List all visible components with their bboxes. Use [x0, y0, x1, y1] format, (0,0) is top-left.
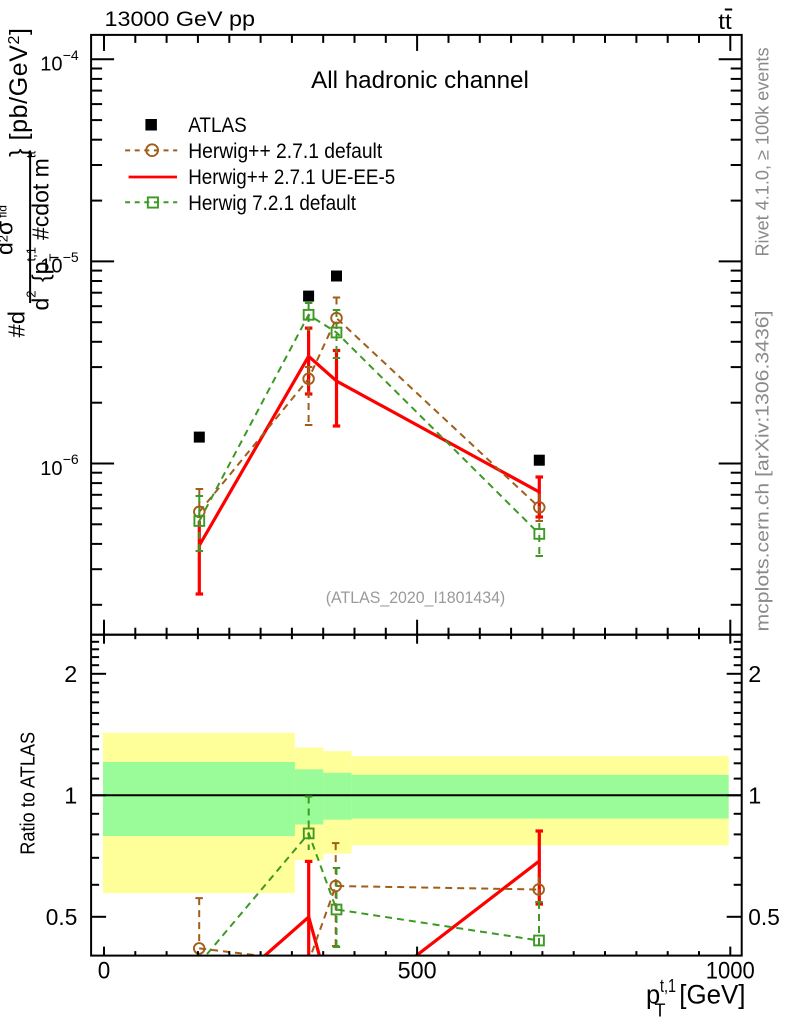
svg-text:1: 1: [748, 783, 761, 809]
svg-text:All hadronic channel: All hadronic channel: [311, 67, 529, 94]
svg-text:−4: −4: [63, 47, 79, 63]
svg-text:Herwig++ 2.7.1 UE-EE-5: Herwig++ 2.7.1 UE-EE-5: [188, 166, 395, 189]
svg-text:500: 500: [398, 958, 437, 985]
svg-text:2: 2: [64, 661, 77, 687]
svg-text:(ATLAS_2020_I1801434): (ATLAS_2020_I1801434): [326, 588, 506, 607]
svg-text:Ratio to ATLAS: Ratio to ATLAS: [18, 732, 40, 855]
svg-text:10: 10: [40, 54, 62, 76]
svg-text:Herwig++ 2.7.1 default: Herwig++ 2.7.1 default: [188, 140, 382, 163]
svg-text:−6: −6: [63, 451, 79, 467]
svg-text:ATLAS: ATLAS: [188, 114, 247, 137]
svg-text:10: 10: [40, 256, 62, 278]
svg-text:T: T: [655, 1001, 666, 1021]
svg-text:10: 10: [40, 458, 62, 480]
svg-text:[GeV]: [GeV]: [679, 980, 745, 1010]
svg-text:−5: −5: [63, 249, 79, 265]
svg-text:Rivet 4.1.0, ≥ 100k events: Rivet 4.1.0, ≥ 100k events: [753, 48, 773, 257]
svg-text:p: p: [646, 980, 660, 1010]
svg-text:tt: tt: [718, 9, 731, 34]
svg-text:} [pb/GeV2]: } [pb/GeV2]: [5, 27, 33, 156]
svg-text:0.5: 0.5: [748, 904, 780, 930]
svg-text:13000 GeV pp: 13000 GeV pp: [105, 8, 256, 31]
svg-text:mcplots.cern.ch [arXiv:1306.34: mcplots.cern.ch [arXiv:1306.3436]: [753, 311, 773, 632]
svg-text:1000: 1000: [706, 958, 755, 985]
svg-text:0: 0: [98, 958, 111, 985]
svg-text:#cdot mtt: #cdot mtt: [24, 151, 54, 240]
svg-text:2: 2: [748, 661, 761, 687]
svg-text:t,1: t,1: [660, 976, 676, 996]
svg-text:0.5: 0.5: [46, 904, 78, 930]
svg-text:1: 1: [64, 783, 77, 809]
svg-text:#d: #d: [4, 311, 30, 338]
svg-text:Herwig 7.2.1 default: Herwig 7.2.1 default: [188, 192, 356, 215]
